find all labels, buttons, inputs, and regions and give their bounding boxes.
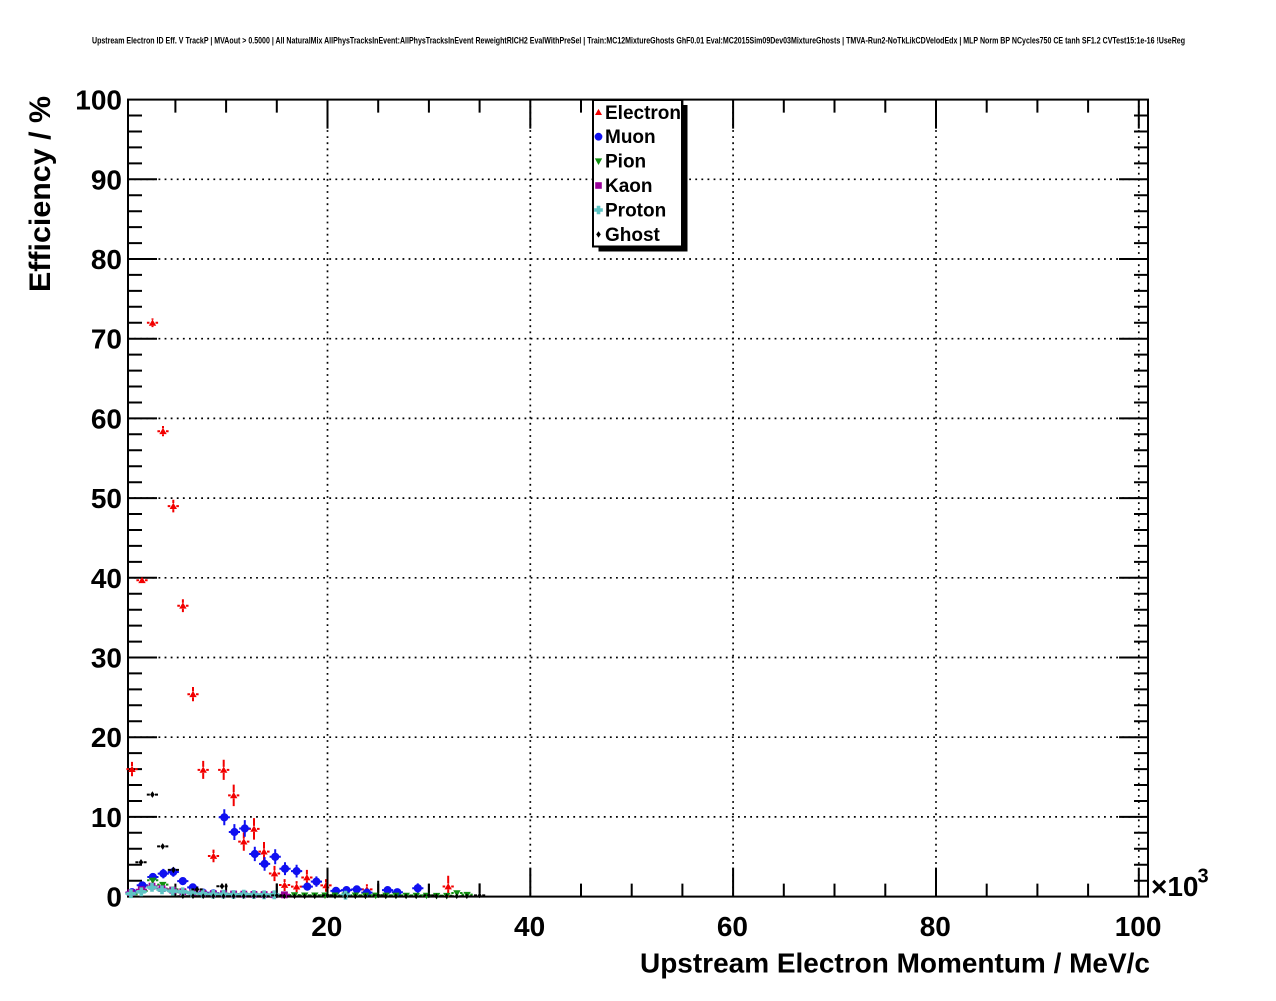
svg-text:Electron: Electron xyxy=(605,103,681,124)
svg-text:80: 80 xyxy=(91,244,122,275)
svg-text:60: 60 xyxy=(717,911,748,942)
svg-text:10: 10 xyxy=(91,802,122,833)
svg-text:Upstream Electron ID Eff. V Tr: Upstream Electron ID Eff. V TrackP | MVA… xyxy=(92,36,1185,47)
svg-text:60: 60 xyxy=(91,403,122,434)
svg-text:×10: ×10 xyxy=(1151,871,1199,902)
svg-text:80: 80 xyxy=(920,911,951,942)
svg-text:70: 70 xyxy=(91,324,122,355)
svg-text:Kaon: Kaon xyxy=(605,176,653,197)
svg-text:3: 3 xyxy=(1198,866,1209,888)
svg-text:Upstream Electron Momentum / M: Upstream Electron Momentum / MeV/c xyxy=(640,948,1150,979)
svg-text:30: 30 xyxy=(91,643,122,674)
svg-text:40: 40 xyxy=(514,911,545,942)
svg-text:40: 40 xyxy=(91,563,122,594)
svg-text:100: 100 xyxy=(1115,911,1162,942)
svg-text:Proton: Proton xyxy=(605,201,666,222)
svg-text:20: 20 xyxy=(311,911,342,942)
svg-text:0: 0 xyxy=(106,882,122,913)
svg-text:Pion: Pion xyxy=(605,152,646,173)
svg-text:50: 50 xyxy=(91,483,122,514)
svg-text:100: 100 xyxy=(75,85,122,116)
svg-text:20: 20 xyxy=(91,722,122,753)
svg-text:Muon: Muon xyxy=(605,127,656,148)
svg-text:90: 90 xyxy=(91,164,122,195)
svg-text:Efficiency / %: Efficiency / % xyxy=(24,96,57,292)
svg-text:Ghost: Ghost xyxy=(605,225,661,246)
